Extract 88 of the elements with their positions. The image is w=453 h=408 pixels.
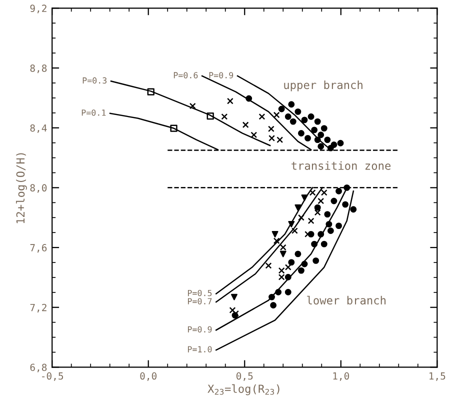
point xyxy=(229,306,236,314)
point xyxy=(206,112,214,120)
point xyxy=(291,228,298,234)
point xyxy=(304,134,311,142)
x-tick-label: -0,5 xyxy=(42,372,64,381)
point xyxy=(278,267,285,274)
point xyxy=(288,101,295,108)
x-tick-label: 1,0 xyxy=(333,372,350,381)
series-label: P=1.0 xyxy=(188,346,212,352)
point xyxy=(350,206,357,213)
y-tick-label: 7,2 xyxy=(30,304,46,312)
point xyxy=(320,189,328,196)
point xyxy=(330,198,338,204)
y-tick-label: 8,0 xyxy=(30,184,47,193)
point xyxy=(284,113,292,120)
annotation: transition zone xyxy=(292,161,391,170)
series-label: P=0.1 xyxy=(82,109,106,116)
x-axis-title: X$_{23}$=log(R$_{23}$) xyxy=(208,384,280,396)
point xyxy=(294,250,302,258)
point xyxy=(272,230,278,238)
point xyxy=(308,113,314,120)
point xyxy=(318,132,324,138)
point xyxy=(337,140,344,146)
point xyxy=(231,294,238,300)
point xyxy=(268,126,274,132)
y-axis-title: 12+log(O/H) xyxy=(16,153,27,224)
point xyxy=(308,218,314,224)
y-tick-label: 7,6 xyxy=(30,244,47,253)
point xyxy=(268,134,275,142)
line-series xyxy=(110,80,271,146)
point xyxy=(290,118,296,125)
point xyxy=(327,228,334,234)
point xyxy=(280,250,286,258)
point xyxy=(336,222,342,230)
y-tick-label: 8,8 xyxy=(30,64,47,74)
point xyxy=(314,118,321,125)
point xyxy=(314,204,321,211)
point xyxy=(311,126,318,134)
series-label: P=0.9 xyxy=(209,72,234,78)
point xyxy=(147,88,154,96)
point xyxy=(250,132,258,138)
x-tick-label: 0,0 xyxy=(140,372,157,381)
y-tick-label: 8,4 xyxy=(30,124,47,133)
series-label: P=0.6 xyxy=(174,72,198,78)
point xyxy=(324,211,331,218)
point xyxy=(258,113,266,120)
point xyxy=(336,188,342,194)
point xyxy=(324,136,331,144)
annotation: lower branch xyxy=(307,296,386,305)
point xyxy=(304,230,311,238)
point xyxy=(273,238,280,244)
point xyxy=(312,257,320,264)
point xyxy=(314,209,321,216)
point xyxy=(265,262,272,269)
point xyxy=(342,201,349,208)
x-tick-label: 1,5 xyxy=(430,372,446,381)
point xyxy=(170,124,178,132)
point xyxy=(280,244,286,251)
y-tick-label: 9,2 xyxy=(30,4,46,14)
point xyxy=(226,98,234,104)
series-label: P=0.3 xyxy=(82,77,107,84)
point xyxy=(288,259,295,266)
annotation: upper branch xyxy=(284,80,362,92)
point xyxy=(318,198,324,204)
series-label: P=0.9 xyxy=(188,326,212,333)
point xyxy=(309,189,316,196)
series-label: P=0.5 xyxy=(188,290,212,296)
point xyxy=(294,108,302,115)
point xyxy=(301,116,308,124)
point xyxy=(320,125,328,132)
point xyxy=(318,143,324,150)
point xyxy=(284,288,292,296)
series-label: P=0.7 xyxy=(188,298,212,304)
point xyxy=(273,112,280,118)
point xyxy=(242,122,249,128)
y-tick-label: 6,8 xyxy=(30,364,47,372)
point xyxy=(298,130,304,136)
point xyxy=(278,106,285,112)
point xyxy=(189,102,196,110)
point xyxy=(298,214,304,221)
point xyxy=(298,267,304,274)
point xyxy=(276,136,284,144)
point xyxy=(284,264,292,270)
point xyxy=(278,274,285,280)
x-tick-label: 0,5 xyxy=(236,372,253,381)
point xyxy=(221,113,228,120)
point xyxy=(270,302,277,308)
point xyxy=(320,240,328,248)
